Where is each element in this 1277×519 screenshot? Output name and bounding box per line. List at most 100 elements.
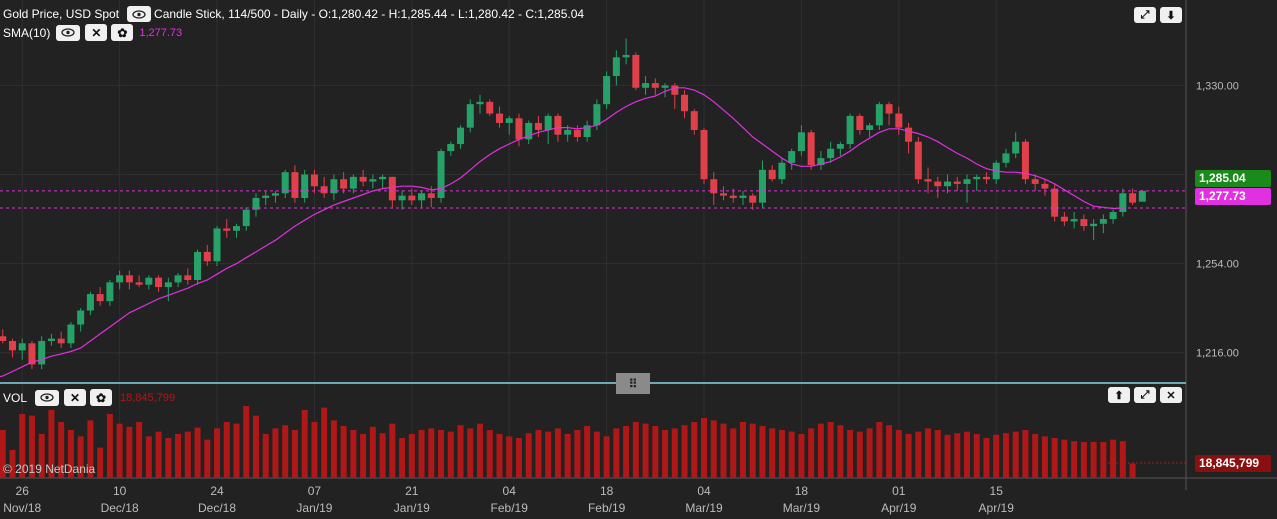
candle[interactable] <box>57 331 65 349</box>
eye-icon[interactable] <box>56 24 81 41</box>
candle[interactable] <box>856 113 864 135</box>
candle[interactable] <box>525 120 533 145</box>
candle[interactable] <box>973 174 981 191</box>
candle[interactable] <box>797 125 805 156</box>
candle[interactable] <box>418 190 426 208</box>
candle[interactable] <box>18 338 26 360</box>
candle[interactable] <box>807 129 815 170</box>
candle[interactable] <box>145 275 153 290</box>
candle[interactable] <box>28 340 36 370</box>
arrow-up-icon[interactable]: ⬆ <box>1108 387 1130 403</box>
candle[interactable] <box>866 122 874 138</box>
candle[interactable] <box>223 219 231 238</box>
expand-icon[interactable]: ⤢ <box>1134 387 1156 403</box>
candle[interactable] <box>1070 212 1078 229</box>
candle[interactable] <box>914 137 922 184</box>
candle[interactable] <box>583 120 591 142</box>
candle[interactable] <box>388 176 396 208</box>
candle[interactable] <box>534 115 542 138</box>
eye-icon[interactable] <box>35 389 60 406</box>
candle[interactable] <box>505 115 513 135</box>
candle[interactable] <box>486 99 494 116</box>
expand-icon[interactable]: ⤢ <box>1134 7 1156 23</box>
candle[interactable] <box>875 101 883 130</box>
candle[interactable] <box>437 148 445 203</box>
candle[interactable] <box>457 125 465 149</box>
candle[interactable] <box>1051 183 1059 222</box>
candle[interactable] <box>1099 214 1107 234</box>
candle[interactable] <box>125 270 133 290</box>
candle[interactable] <box>0 329 7 344</box>
candle[interactable] <box>1080 214 1088 231</box>
candle[interactable] <box>116 270 124 290</box>
candle[interactable] <box>320 176 328 198</box>
panel-separator[interactable] <box>0 382 1186 384</box>
candle[interactable] <box>632 52 640 91</box>
candle[interactable] <box>174 272 182 288</box>
candle[interactable] <box>164 277 172 302</box>
candle[interactable] <box>1012 132 1020 159</box>
candle[interactable] <box>359 169 367 187</box>
candle[interactable] <box>681 90 689 119</box>
candle[interactable] <box>573 125 581 142</box>
candle[interactable] <box>827 141 835 163</box>
candle[interactable] <box>242 207 250 231</box>
candle[interactable] <box>476 94 484 114</box>
candle[interactable] <box>690 108 698 135</box>
candle[interactable] <box>1138 189 1146 202</box>
candle[interactable] <box>982 172 990 184</box>
candle[interactable] <box>1002 148 1010 168</box>
candle[interactable] <box>349 174 357 194</box>
candle[interactable] <box>77 308 85 332</box>
candle[interactable] <box>340 172 348 194</box>
candle[interactable] <box>612 50 620 86</box>
candle[interactable] <box>944 174 952 194</box>
candle[interactable] <box>651 78 659 95</box>
close-icon[interactable]: ✕ <box>85 24 108 41</box>
candle[interactable] <box>233 223 240 238</box>
candle[interactable] <box>106 280 114 306</box>
candle[interactable] <box>885 101 893 126</box>
candle[interactable] <box>379 174 387 189</box>
candle[interactable] <box>603 71 611 109</box>
candle[interactable] <box>8 338 16 358</box>
candle[interactable] <box>1060 212 1068 227</box>
drag-handle-icon[interactable]: ⠿ <box>616 373 650 394</box>
candle[interactable] <box>934 176 942 198</box>
candle[interactable] <box>710 172 718 205</box>
candle[interactable] <box>642 76 650 95</box>
candle[interactable] <box>135 275 143 288</box>
candle[interactable] <box>1119 188 1127 217</box>
candle[interactable] <box>262 190 270 205</box>
candle[interactable] <box>963 174 971 203</box>
candle[interactable] <box>758 160 766 208</box>
candle[interactable] <box>408 188 416 205</box>
candle[interactable] <box>778 158 786 184</box>
candle[interactable] <box>905 122 913 154</box>
candle[interactable] <box>203 244 211 266</box>
candle[interactable] <box>495 106 503 128</box>
close-icon[interactable]: ✕ <box>1160 387 1182 403</box>
candle[interactable] <box>895 106 903 135</box>
candle[interactable] <box>544 113 552 145</box>
candle[interactable] <box>47 333 55 346</box>
candle[interactable] <box>661 83 669 98</box>
candle[interactable] <box>1090 219 1098 241</box>
arrow-down-icon[interactable]: ⬇ <box>1160 7 1182 23</box>
candle[interactable] <box>1129 188 1137 205</box>
candle[interactable] <box>924 167 932 194</box>
candle[interactable] <box>398 190 406 210</box>
candle[interactable] <box>271 190 279 203</box>
eye-icon[interactable] <box>127 6 152 22</box>
candle[interactable] <box>281 169 289 198</box>
candle[interactable] <box>749 193 757 210</box>
candle[interactable] <box>1021 139 1029 184</box>
candle[interactable] <box>213 226 221 266</box>
candle[interactable] <box>67 322 75 349</box>
candle[interactable] <box>700 127 708 184</box>
candle[interactable] <box>155 275 163 292</box>
candle[interactable] <box>194 249 202 285</box>
candle[interactable] <box>466 99 474 133</box>
candle[interactable] <box>788 148 796 170</box>
